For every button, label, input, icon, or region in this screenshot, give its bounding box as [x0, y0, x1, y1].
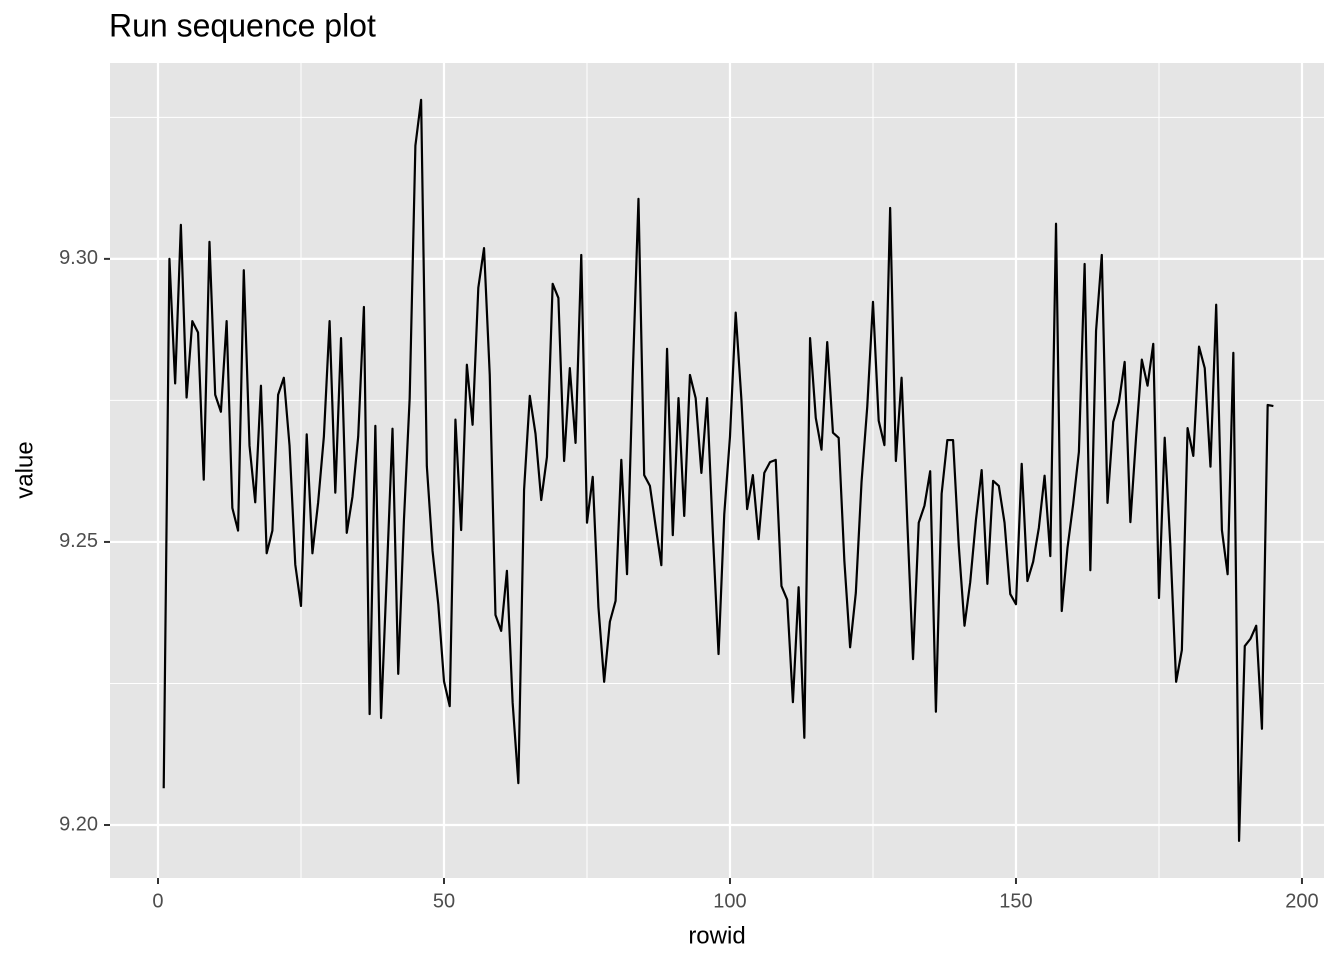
x-tick-label: 0: [152, 890, 163, 912]
x-tick-label: 100: [713, 890, 746, 912]
x-tick-label: 150: [999, 890, 1032, 912]
data-line: [162, 98, 1274, 842]
x-tick-label: 50: [433, 890, 455, 912]
y-axis-label: value: [11, 441, 38, 498]
chart-title: Run sequence plot: [109, 7, 376, 43]
y-tick-label: 9.30: [59, 247, 98, 269]
y-tick-label: 9.20: [59, 813, 98, 835]
x-tick-label: 200: [1285, 890, 1318, 912]
x-axis-label: rowid: [688, 922, 745, 949]
panel: [110, 63, 1324, 878]
y-tick-label: 9.25: [59, 530, 98, 552]
